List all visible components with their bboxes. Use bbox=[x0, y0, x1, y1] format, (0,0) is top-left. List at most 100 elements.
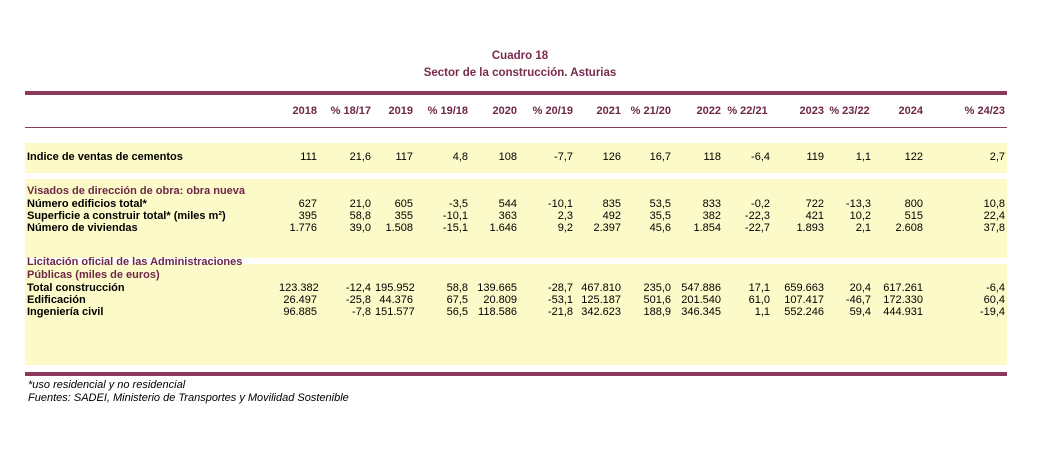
table-cell: 617.261 bbox=[883, 282, 923, 294]
table-cell: -53,1 bbox=[547, 294, 573, 306]
table-cell: 1.893 bbox=[796, 222, 824, 234]
table-row: Total construcción 123.382 -12,4 195.952 58,… bbox=[25, 282, 1007, 294]
table-cell: 235,0 bbox=[643, 282, 671, 294]
table-cell: 22,4 bbox=[983, 210, 1005, 222]
table-cell: 45,6 bbox=[649, 222, 671, 234]
empty-cell bbox=[277, 256, 1007, 282]
col-pct-19-18: % 19/18 bbox=[427, 104, 468, 117]
table-cell: -25,8 bbox=[345, 294, 371, 306]
col-2018: 2018 bbox=[292, 104, 317, 117]
table-cell: 59,4 bbox=[849, 306, 871, 318]
table-cell: 201.540 bbox=[681, 294, 721, 306]
col-pct-22-21: % 22/21 bbox=[727, 104, 768, 117]
table-cell: 20,4 bbox=[849, 282, 871, 294]
col-2023: 2023 bbox=[799, 104, 824, 117]
col-pct-23-22: % 23/22 bbox=[829, 104, 870, 117]
table-row: Superficie a construir total* (miles m²)… bbox=[25, 210, 1007, 222]
footnote-sources: Fuentes: SADEI, Ministerio de Transporte… bbox=[28, 392, 349, 404]
table-cell: 1.776 bbox=[289, 222, 317, 234]
table-cell: 501,6 bbox=[643, 294, 671, 306]
table-cell: 346.345 bbox=[681, 306, 721, 318]
table-cell: -10,1 bbox=[442, 210, 468, 222]
table-cell: 56,5 bbox=[446, 306, 468, 318]
table-cell: -6,4 bbox=[751, 151, 770, 163]
table-cell: 2.608 bbox=[895, 222, 923, 234]
table-cell: 4,8 bbox=[452, 151, 468, 163]
row-label: Ingeniería civil bbox=[27, 306, 104, 318]
table-cell: 195.952 bbox=[375, 282, 415, 294]
table-row: Número edificios total* 627 21,0 605 -3,5 544… bbox=[25, 198, 1007, 210]
table-cell: 123.382 bbox=[279, 282, 319, 294]
table-cell: -46,7 bbox=[845, 294, 871, 306]
table-row: Indice de ventas de cementos 111 21,6 117 4,… bbox=[25, 151, 1007, 163]
table-cell: 1.854 bbox=[693, 222, 721, 234]
table-cell: -10,1 bbox=[547, 198, 573, 210]
table-cell: 108 bbox=[498, 151, 517, 163]
table-cell: -15,1 bbox=[442, 222, 468, 234]
table-cell: 58,8 bbox=[446, 282, 468, 294]
spacer-row bbox=[25, 234, 1007, 256]
table-cell: 16,7 bbox=[649, 151, 671, 163]
col-2022: 2022 bbox=[696, 104, 721, 117]
table-row: Edificación 26.497 -25,8 44.376 67,5 20.809 -5… bbox=[25, 294, 1007, 306]
table-cell: 544 bbox=[498, 198, 517, 210]
table-cell: 1.508 bbox=[385, 222, 413, 234]
table-cell: 605 bbox=[394, 198, 413, 210]
table-cell: -12,4 bbox=[345, 282, 371, 294]
footnote-residential: *uso residencial y no residencial bbox=[28, 379, 186, 391]
table-cell: 722 bbox=[805, 198, 824, 210]
table-cell: 118 bbox=[703, 151, 721, 163]
bottom-rule bbox=[25, 372, 1007, 376]
table-cell: -22,7 bbox=[744, 222, 770, 234]
table-cell: -0,2 bbox=[751, 198, 770, 210]
spacer-cell bbox=[25, 163, 1007, 185]
table-title: Sector de la construcción. Asturias bbox=[423, 67, 617, 79]
col-2020: 2020 bbox=[492, 104, 517, 117]
table-cell: 35,5 bbox=[649, 210, 671, 222]
table-cell: 37,8 bbox=[983, 222, 1005, 234]
table-cell: 9,2 bbox=[557, 222, 573, 234]
table-cell: 10,8 bbox=[983, 198, 1005, 210]
row-label: Total construcción bbox=[27, 282, 125, 294]
table-cell: 355 bbox=[394, 210, 413, 222]
table-cell: -6,4 bbox=[986, 282, 1005, 294]
footnotes: *uso residencial y no residencial Fuente… bbox=[28, 379, 349, 405]
table-cell: 627 bbox=[298, 198, 317, 210]
table-cell: -7,8 bbox=[352, 306, 371, 318]
col-pct-20-19: % 20/19 bbox=[532, 104, 573, 117]
spacer-row bbox=[25, 163, 1007, 185]
table-cell: 17,1 bbox=[748, 282, 770, 294]
row-label: Licitación oficial de las Administracion… bbox=[27, 256, 243, 281]
table-cell: 444.931 bbox=[883, 306, 923, 318]
table-cell: -28,7 bbox=[547, 282, 573, 294]
table-cell: 1.646 bbox=[489, 222, 517, 234]
table-cell: 117 bbox=[395, 151, 413, 163]
table-cell: 188,9 bbox=[643, 306, 671, 318]
table-row: Número de viviendas 1.776 39,0 1.508 -15,1 1.… bbox=[25, 222, 1007, 234]
table-row: Ingeniería civil 96.885 -7,8 151.577 56,5 118… bbox=[25, 306, 1007, 318]
table-cell: 119 bbox=[806, 151, 824, 163]
section-heading-row: Licitación oficial de las Administracion… bbox=[25, 256, 1007, 282]
row-label: Superficie a construir total* (miles m²) bbox=[27, 210, 226, 222]
table-cell: -13,3 bbox=[845, 198, 871, 210]
row-label: Edificación bbox=[27, 294, 86, 306]
table-cell: 1,1 bbox=[754, 306, 770, 318]
row-label: Número de viviendas bbox=[27, 222, 138, 234]
table-cell: -7,7 bbox=[554, 151, 573, 163]
table-cell: -3,5 bbox=[449, 198, 468, 210]
col-2024: 2024 bbox=[898, 104, 923, 117]
table-cell: 467.810 bbox=[581, 282, 621, 294]
table-cell: 492 bbox=[602, 210, 621, 222]
band-cement bbox=[25, 143, 1007, 173]
row-label: Número edificios total* bbox=[27, 198, 147, 210]
table-cell: 1,1 bbox=[855, 151, 871, 163]
empty-cell bbox=[277, 185, 1007, 198]
table-cell: -21,8 bbox=[547, 306, 573, 318]
table-cell: 800 bbox=[904, 198, 923, 210]
table-cell: 382 bbox=[702, 210, 721, 222]
table-cell: 126 bbox=[602, 151, 621, 163]
table-cell: 21,0 bbox=[349, 198, 371, 210]
table-cell: 125.187 bbox=[581, 294, 621, 306]
table-header: 2018 % 18/17 2019 % 19/18 2020 % 20/19 2… bbox=[25, 98, 1007, 124]
top-rule bbox=[25, 91, 1007, 95]
